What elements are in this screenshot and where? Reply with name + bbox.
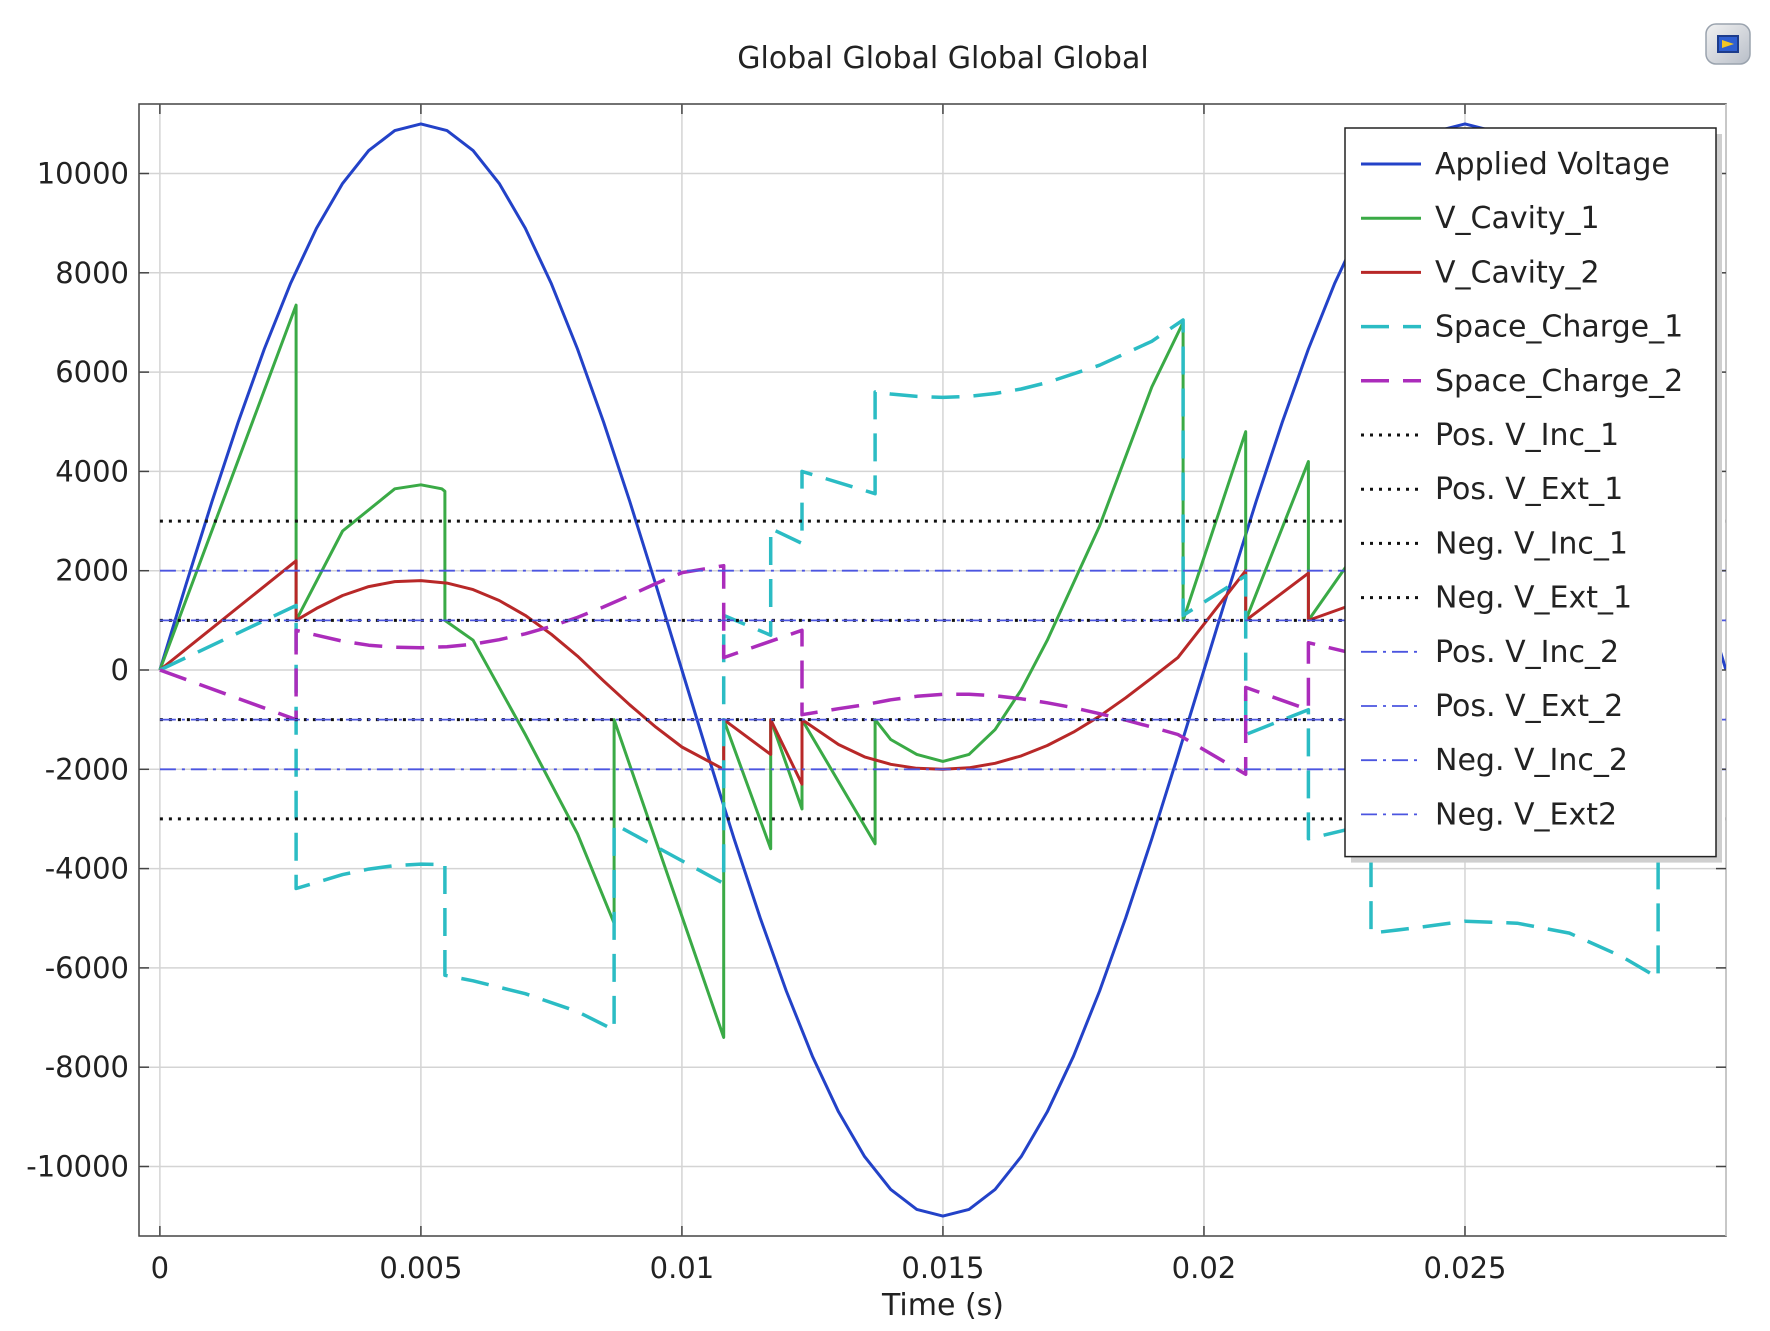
legend-label: Pos. V_Ext_1 [1435, 472, 1623, 507]
y-tick-label: 6000 [55, 355, 129, 389]
chart-title: Global Global Global Global [737, 41, 1148, 76]
legend-label: Pos. V_Inc_1 [1435, 418, 1619, 453]
y-tick-label: -10000 [26, 1149, 129, 1183]
y-axis: 10000 8000 6000 4000 2000 0 -2000 -4000 -6000 -80… [26, 157, 1726, 1183]
x-axis: 0 0.005 0.01 0.015 0.02 0.025 [151, 104, 1506, 1285]
y-tick-label: -2000 [45, 752, 129, 786]
y-tick-label: 2000 [55, 554, 129, 588]
x-tick-label: 0.02 [1172, 1251, 1237, 1285]
legend-label: Space_Charge_2 [1435, 364, 1683, 399]
legend: Applied Voltage V_Cavity_1 V_Cavity_2 Space… [1344, 127, 1722, 863]
legend-label: Neg. V_Inc_1 [1435, 526, 1628, 561]
x-axis-title: Time (s) [881, 1288, 1004, 1323]
legend-label: Neg. V_Ext2 [1435, 797, 1617, 832]
legend-label: Neg. V_Ext_1 [1435, 581, 1632, 616]
x-tick-label: 0.005 [379, 1251, 462, 1285]
y-tick-label: 8000 [55, 256, 129, 290]
y-tick-label: -4000 [45, 852, 129, 886]
legend-label: Neg. V_Inc_2 [1435, 743, 1628, 778]
legend-label: Applied Voltage [1435, 147, 1670, 182]
legend-label: Pos. V_Inc_2 [1435, 635, 1619, 670]
series-line-space-charge-2 [159, 563, 1372, 777]
legend-box [1344, 127, 1717, 858]
y-tick-label: 4000 [55, 454, 129, 488]
app-view-icon[interactable] [1705, 23, 1751, 65]
legend-label: Pos. V_Ext_2 [1435, 689, 1623, 724]
x-tick-label: 0.01 [650, 1251, 715, 1285]
x-tick-label: 0.025 [1423, 1251, 1506, 1285]
x-tick-label: 0 [151, 1251, 169, 1285]
series-line-v-cavity-2 [158, 559, 1372, 786]
y-tick-label: 10000 [37, 157, 129, 191]
y-tick-label: -8000 [45, 1050, 129, 1084]
x-tick-label: 0.015 [901, 1251, 984, 1285]
legend-label: Space_Charge_1 [1435, 310, 1683, 345]
y-tick-label: -6000 [45, 951, 129, 985]
y-tick-label: 0 [111, 653, 129, 687]
legend-label: V_Cavity_1 [1435, 201, 1600, 236]
legend-label: V_Cavity_2 [1435, 255, 1600, 290]
series-line-applied-voltage [158, 122, 1726, 1218]
